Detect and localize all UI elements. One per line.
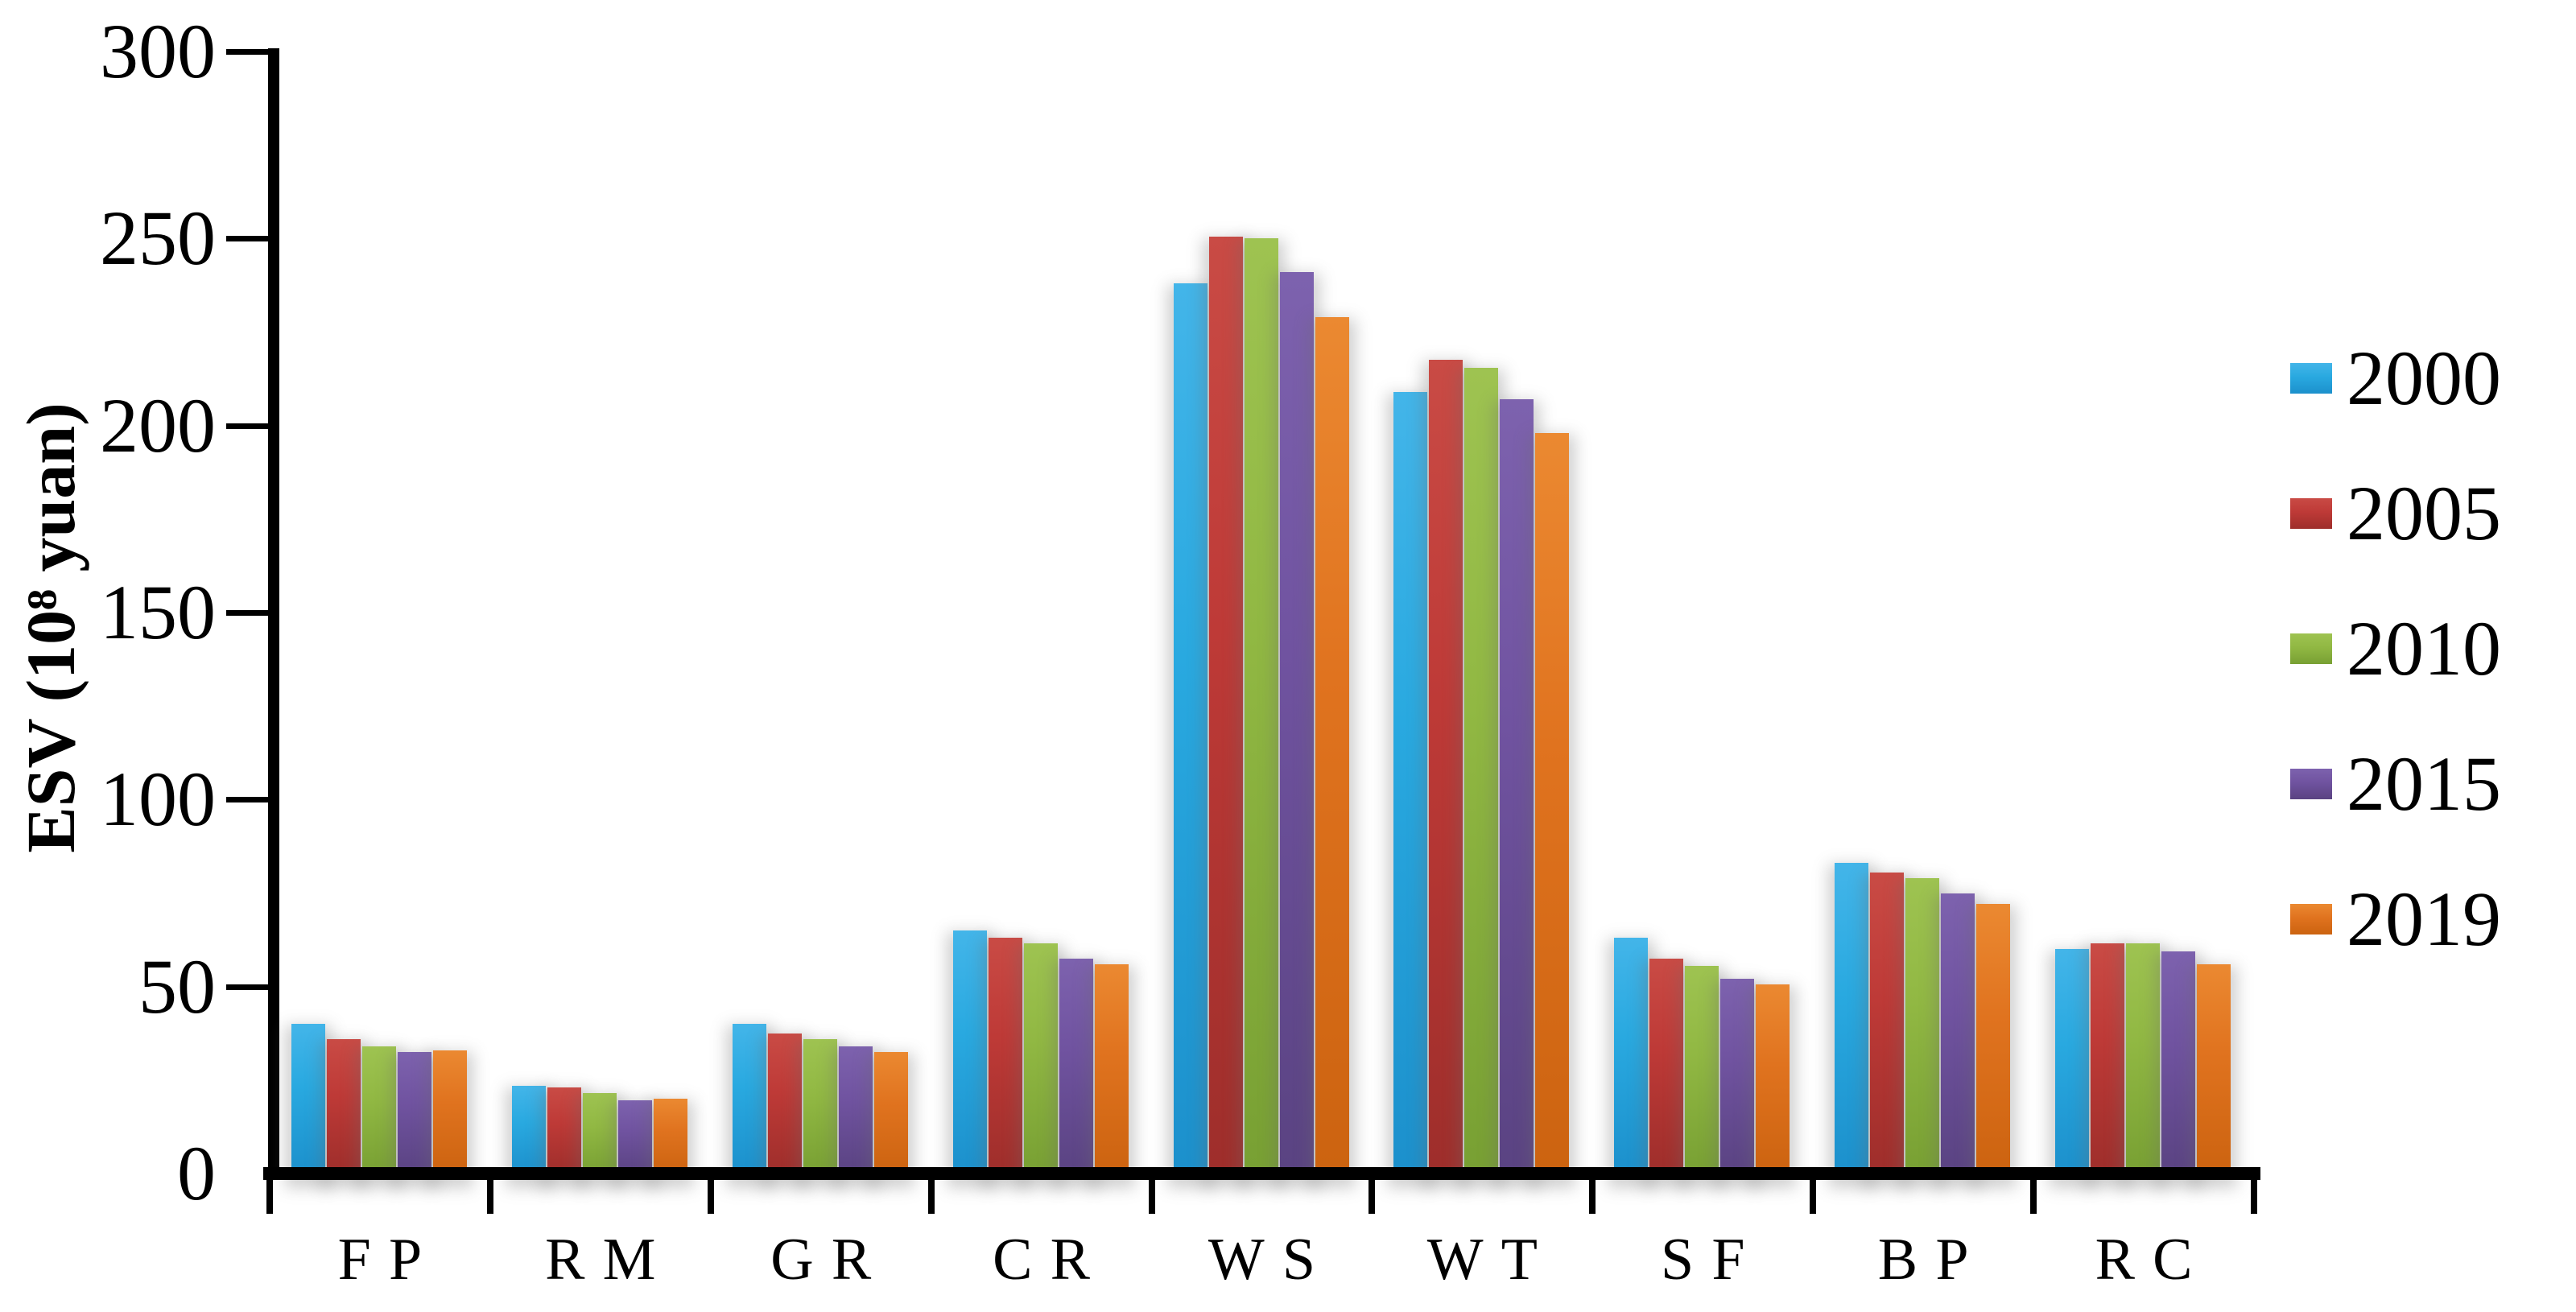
bar-RC-2015 (2161, 951, 2196, 1174)
y-axis-tick (226, 236, 271, 242)
y-axis-tick (226, 984, 271, 990)
bar-FP-2015 (397, 1051, 431, 1174)
bar-FP-2000 (291, 1024, 325, 1174)
bar-BP-2000 (1835, 863, 1869, 1174)
bar-SF-2019 (1756, 984, 1790, 1174)
x-axis-tick (1589, 1178, 1596, 1214)
bar-SF-2000 (1614, 938, 1649, 1174)
bar-FP-2019 (432, 1050, 467, 1174)
legend-swatch-2000 (2290, 363, 2332, 394)
bar-BP-2015 (1941, 893, 1975, 1174)
bar-WT-2000 (1393, 391, 1428, 1174)
bar-WT-2005 (1429, 360, 1463, 1174)
x-axis-tick (266, 1178, 273, 1214)
x-axis-line (263, 1167, 2260, 1180)
x-axis-label-SF: SF (1661, 1227, 1763, 1293)
legend-swatch-2019 (2290, 904, 2332, 934)
bar-FP-2010 (361, 1046, 396, 1174)
x-axis-label-FP: FP (337, 1227, 440, 1293)
x-axis-tick (1368, 1178, 1376, 1214)
x-axis-label-GR: GR (770, 1227, 890, 1293)
x-axis-label-RC: RC (2095, 1227, 2211, 1293)
x-axis-tick (486, 1178, 493, 1214)
y-axis-tick-label: 300 (100, 8, 216, 94)
y-axis-tick (226, 423, 271, 429)
bar-RC-2010 (2126, 943, 2161, 1174)
y-axis-tick-label: 0 (177, 1130, 216, 1216)
bar-RM-2005 (547, 1087, 581, 1174)
legend-label-2010: 2010 (2347, 605, 2501, 691)
x-axis-tick (1810, 1178, 1817, 1214)
bar-WS-2005 (1208, 237, 1243, 1174)
x-axis-tick (2030, 1178, 2037, 1214)
bar-CR-2005 (988, 938, 1022, 1174)
bar-RM-2015 (617, 1100, 652, 1174)
x-axis-label-WT: WT (1426, 1227, 1556, 1293)
legend-label-2019: 2019 (2347, 876, 2501, 962)
bar-BP-2019 (1976, 904, 2011, 1174)
bar-FP-2005 (326, 1038, 361, 1174)
y-axis-line (268, 48, 279, 1180)
bar-GR-2005 (767, 1033, 802, 1174)
bar-GR-2000 (732, 1024, 766, 1174)
bar-GR-2010 (803, 1038, 837, 1174)
y-axis-tick-label: 100 (100, 756, 216, 843)
bar-SF-2010 (1685, 966, 1719, 1174)
x-axis-tick (707, 1178, 714, 1214)
bar-WT-2015 (1500, 399, 1534, 1174)
bar-BP-2005 (1870, 872, 1905, 1174)
bar-RM-2010 (582, 1093, 617, 1174)
x-axis-tick (2251, 1178, 2257, 1214)
legend-swatch-2005 (2290, 498, 2332, 529)
bar-GR-2015 (838, 1046, 873, 1174)
bar-RC-2000 (2055, 949, 2090, 1174)
bar-WS-2019 (1315, 316, 1349, 1174)
bar-SF-2005 (1649, 958, 1684, 1174)
legend-label-2015: 2015 (2347, 741, 2501, 827)
bar-CR-2019 (1094, 963, 1129, 1174)
bar-WS-2010 (1244, 238, 1278, 1174)
bar-WS-2015 (1279, 272, 1314, 1174)
x-axis-label-RM: RM (545, 1227, 674, 1293)
y-axis-tick (226, 797, 271, 803)
legend-label-2000: 2000 (2347, 335, 2501, 421)
bar-WT-2010 (1464, 367, 1499, 1174)
x-axis-tick (1148, 1178, 1155, 1214)
bar-RM-2019 (653, 1099, 687, 1174)
bar-CR-2010 (1023, 943, 1058, 1174)
bar-BP-2010 (1905, 877, 1940, 1174)
legend-label-2005: 2005 (2347, 470, 2501, 556)
bar-CR-2000 (952, 930, 987, 1174)
bar-RC-2019 (2197, 963, 2231, 1174)
x-axis-label-CR: CR (993, 1227, 1108, 1293)
bar-RC-2005 (2091, 943, 2125, 1174)
y-axis-tick-label: 200 (100, 382, 216, 468)
legend-swatch-2015 (2290, 769, 2332, 799)
x-axis-label-WS: WS (1208, 1227, 1334, 1293)
y-axis-tick-label: 150 (100, 569, 216, 655)
y-axis-tick (226, 610, 271, 616)
x-axis-tick (927, 1178, 935, 1214)
bar-WT-2019 (1535, 432, 1570, 1174)
bar-RM-2000 (511, 1085, 546, 1174)
bar-GR-2019 (873, 1051, 908, 1174)
y-axis-tick-label: 250 (100, 195, 216, 282)
bar-CR-2015 (1059, 958, 1093, 1174)
y-axis-tick (226, 49, 271, 55)
legend-swatch-2010 (2290, 633, 2332, 664)
y-axis-tick-label: 50 (138, 943, 216, 1029)
x-axis-label-BP: BP (1877, 1227, 1987, 1293)
bar-WS-2000 (1173, 283, 1208, 1174)
bar-SF-2015 (1720, 979, 1755, 1174)
